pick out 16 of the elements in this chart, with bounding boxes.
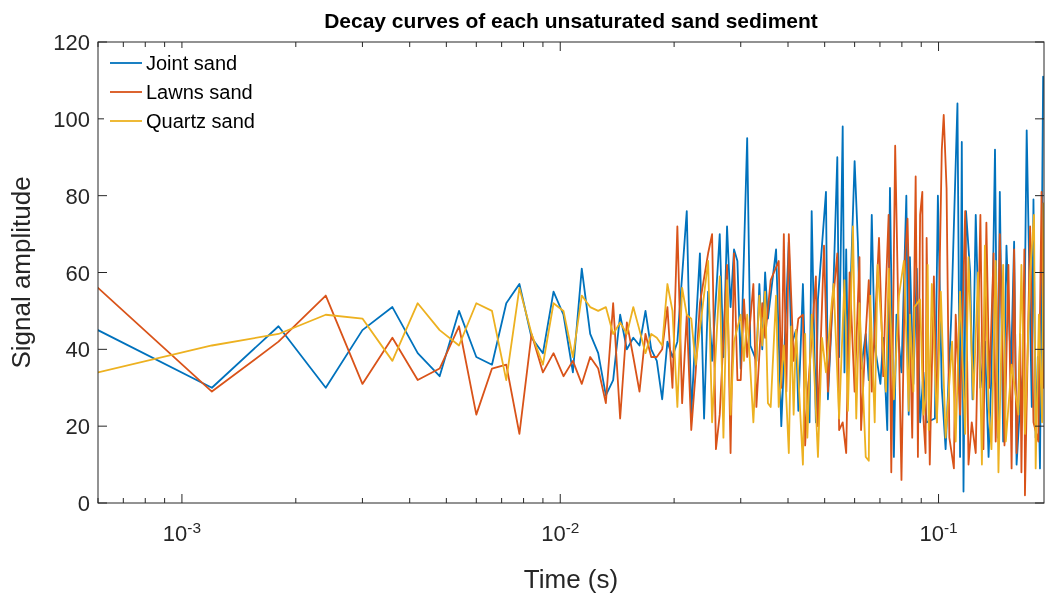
y-tick-label: 0 [77,491,90,516]
legend-label: Quartz sand [146,110,255,132]
y-axis-title: Signal amplitude [6,176,36,369]
y-tick-label: 120 [53,30,90,55]
chart-title: Decay curves of each unsaturated sand sediment [324,9,818,32]
legend-label: Lawns sand [146,81,253,103]
y-tick-label: 40 [65,337,90,363]
y-tick-label: 80 [65,183,90,209]
x-tick-label: 10$^{-2}$ [541,518,580,546]
legend-label: Joint sand [146,52,238,74]
y-tick-label: 60 [65,260,90,286]
x-axis-title: Time (s) [523,564,619,594]
x-tick-label: 10$^{-3}$ [162,518,202,546]
y-tick-label: 20 [65,414,90,440]
y-tick-label: 100 [53,106,90,132]
x-tick-label: 10$^{-1}$ [919,518,958,546]
